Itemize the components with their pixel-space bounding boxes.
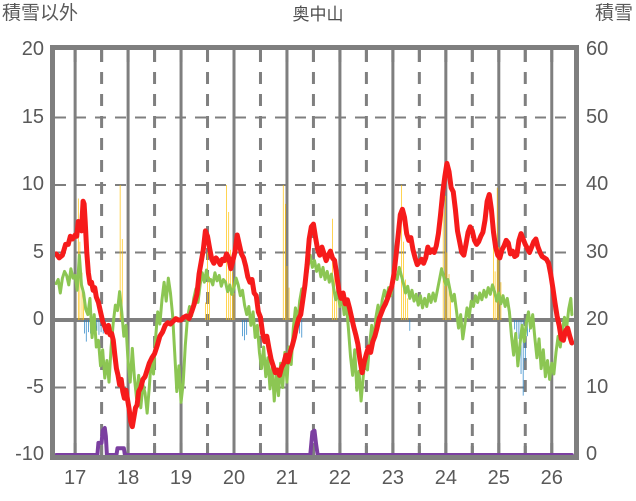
grid-lines: [55, 50, 574, 455]
blue-bars-bar: [244, 320, 245, 341]
orange-bars-bar: [285, 203, 286, 320]
orange-bars: [77, 185, 502, 320]
orange-bars-bar: [233, 293, 235, 320]
orange-bars-bar: [493, 239, 494, 320]
orange-bars-bar: [405, 279, 406, 320]
chart-title: 奥中山: [292, 5, 344, 24]
blue-bars-bar: [409, 320, 411, 331]
x-axis-tick-19: 19: [169, 467, 193, 489]
blue-bars-bar: [299, 320, 301, 334]
blue-bars-bar: [88, 320, 89, 333]
orange-bars-bar: [205, 302, 206, 320]
blue-bars-bar: [98, 320, 100, 335]
right-axis-tick-30: 30: [586, 240, 609, 263]
data-series: [55, 160, 574, 455]
right-axis-tick-40: 40: [586, 173, 609, 195]
left-axis-tick-20: 20: [21, 38, 44, 60]
x-axis-tick-18: 18: [116, 467, 140, 489]
orange-bars-bar: [288, 287, 290, 320]
left-axis-title: 積雪以外: [2, 3, 79, 24]
orange-bars-bar: [209, 276, 210, 320]
x-axis-tick-24: 24: [434, 467, 457, 489]
left-axis-tick-0: 0: [32, 308, 44, 330]
blue-bars-bar: [85, 320, 87, 342]
right-axis-tick-20: 20: [586, 308, 609, 330]
orange-bars-bar: [286, 266, 288, 320]
orange-bars-bar: [498, 247, 500, 320]
blue-bars-bar: [518, 320, 520, 339]
blue-bars-bar: [522, 320, 524, 396]
blue-bars-bar: [527, 320, 528, 337]
orange-bars-bar: [332, 218, 333, 320]
blue-bars-bar: [516, 320, 518, 334]
orange-bars-bar: [83, 290, 84, 320]
blue-bars-bar: [514, 320, 516, 330]
plot-area: [50, 45, 579, 460]
green-line: [55, 253, 574, 415]
right-axis-title: 積雪: [594, 3, 633, 24]
left-axis-tick-15: 15: [21, 105, 44, 128]
x-axis-tick-23: 23: [381, 467, 404, 489]
blue-bars-bar: [301, 320, 303, 338]
left-axis-tick--10: -10: [15, 443, 44, 465]
x-axis-tick-21: 21: [275, 467, 299, 489]
purple-line: [55, 426, 574, 455]
orange-bars-bar: [448, 274, 450, 320]
orange-bars-bar: [444, 195, 446, 320]
right-axis-tick-0: 0: [586, 443, 598, 465]
x-axis-tick-20: 20: [222, 467, 246, 489]
x-axis-tick-25: 25: [487, 467, 510, 489]
orange-bars-bar: [81, 272, 83, 320]
red-line: [55, 160, 574, 430]
blue-bars-bar: [100, 320, 102, 333]
orange-bars-bar: [121, 239, 123, 320]
x-axis-tick-22: 22: [328, 467, 352, 489]
plot-inner: [55, 50, 574, 455]
blue-bars-bar: [242, 320, 243, 337]
blue-bars-bar: [96, 320, 98, 331]
left-axis-tick-5: 5: [32, 240, 44, 263]
x-axis-tick-26: 26: [540, 467, 563, 489]
orange-bars-bar: [401, 185, 402, 320]
orange-bars-bar: [446, 252, 448, 320]
blue-bars-bar: [84, 320, 86, 334]
left-axis-tick--5: -5: [26, 375, 44, 398]
orange-bars-bar: [282, 185, 284, 320]
orange-bars-bar: [450, 295, 451, 320]
right-axis-tick-50: 50: [586, 105, 609, 128]
left-axis-tick-10: 10: [21, 173, 44, 195]
orange-bars-bar: [336, 287, 338, 320]
right-axis-tick-10: 10: [586, 375, 609, 398]
orange-bars-bar: [442, 185, 444, 320]
orange-bars-bar: [207, 252, 208, 320]
blue-bars-bar: [246, 320, 248, 335]
orange-bars-bar: [119, 185, 121, 320]
x-axis-tick-17: 17: [63, 467, 87, 489]
orange-bars-bar: [407, 298, 409, 320]
right-axis-tick-60: 60: [586, 38, 609, 60]
